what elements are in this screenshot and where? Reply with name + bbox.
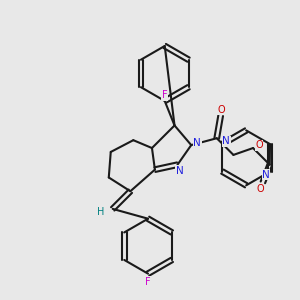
Text: F: F	[145, 277, 151, 286]
Text: O: O	[256, 184, 264, 194]
Text: O: O	[218, 105, 226, 115]
Text: N: N	[222, 136, 230, 146]
Text: H: H	[97, 207, 105, 217]
Text: O: O	[255, 140, 263, 150]
Text: N: N	[262, 169, 270, 179]
Text: N: N	[176, 166, 183, 176]
Text: N: N	[193, 138, 201, 148]
Text: F: F	[162, 90, 167, 100]
